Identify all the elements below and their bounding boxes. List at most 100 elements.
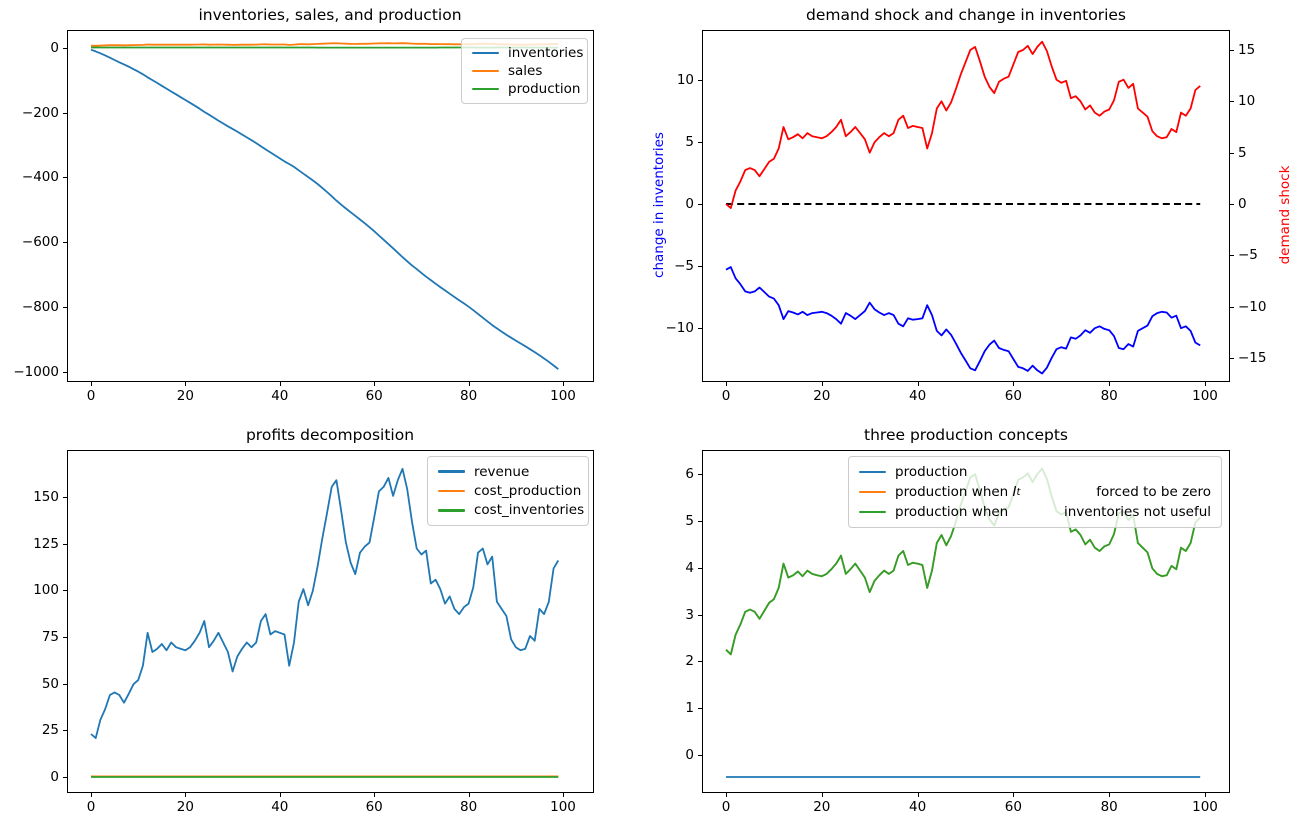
subplot-title-profits-decomposition: profits decomposition [245, 426, 415, 444]
legend-item: revenue [438, 462, 578, 481]
y-tick-mark [63, 730, 67, 732]
x-tick-label: 0 [86, 388, 96, 404]
legend-label: production when [895, 484, 1013, 500]
subplot-title-demand-shock: demand shock and change in inventories [806, 6, 1126, 24]
y-tick-label: 10 [676, 72, 694, 88]
x-tick-label: 40 [271, 799, 289, 815]
y-tick-mark-right [1230, 204, 1234, 205]
y-axis-label-demand-shock: demand shock [1277, 165, 1293, 265]
legend-item: production [472, 80, 581, 98]
axes-top-right [702, 30, 1230, 382]
x-tick-mark [563, 793, 564, 797]
y-tick-mark [63, 777, 67, 778]
legend-item: inventories [472, 44, 583, 62]
y-tick-mark [698, 328, 702, 329]
x-tick-mark [279, 382, 281, 386]
x-tick-mark [1109, 382, 1111, 386]
axes-top-left [67, 30, 594, 382]
y-tick-label: −5 [674, 258, 694, 274]
x-tick-label: 80 [1100, 799, 1118, 815]
legend-label: production [895, 464, 968, 480]
subplot-title-inventories-sales-production: inventories, sales, and production [198, 6, 462, 24]
x-tick-mark [1205, 382, 1206, 386]
x-tick-label: 20 [813, 799, 831, 815]
y-tick-mark [698, 755, 702, 756]
math-symbol-I: I [1012, 484, 1017, 500]
y-tick-mark [63, 496, 67, 498]
y-tick-label: −200 [21, 104, 59, 121]
line-swatch-cost-inventories [438, 509, 465, 512]
y-tick-label: −600 [21, 234, 59, 251]
x-tick-label: 60 [365, 388, 383, 404]
line-swatch-revenue [438, 470, 465, 473]
line-swatch-production-no-inventories [859, 510, 886, 514]
y-tick-label-right: −10 [1238, 298, 1267, 315]
y-tick-label: 5 [685, 134, 694, 150]
y-tick-label-right: −15 [1238, 350, 1267, 367]
y-tick-label: 3 [685, 606, 694, 623]
y-tick-mark [698, 567, 702, 569]
inventories-line [90, 48, 559, 370]
y-tick-mark [63, 590, 67, 592]
y-tick-label: 0 [685, 196, 694, 212]
legend-label: revenue [474, 463, 530, 480]
x-tick-mark [1013, 793, 1015, 797]
axes-bottom-left [67, 450, 594, 793]
legend-item: cost_production [438, 481, 582, 500]
x-tick-mark [374, 382, 376, 386]
y-tick-mark [698, 80, 702, 81]
y-tick-label-right: −5 [1238, 247, 1258, 264]
legend-label: sales [508, 63, 543, 79]
y-tick-mark [63, 112, 67, 114]
y-axis-label-change-in-inventories: change in inventories [651, 132, 667, 278]
demand-shock-line [725, 40, 1201, 210]
y-tick-label: 6 [685, 466, 694, 483]
y-tick-mark-right [1230, 49, 1234, 51]
y-tick-label-right: 0 [1238, 196, 1247, 212]
x-tick-mark [1205, 793, 1206, 797]
x-tick-label: 0 [721, 388, 731, 404]
line-swatch-cost-production [438, 489, 465, 493]
x-tick-label: 20 [813, 388, 831, 404]
y-tick-label: 50 [41, 675, 59, 692]
x-tick-label: 80 [460, 388, 478, 404]
legend-label: forced to be zero [1096, 484, 1211, 500]
x-tick-mark [91, 382, 92, 386]
y-tick-label-right: 5 [1238, 144, 1247, 161]
line-swatch-sales [472, 69, 499, 73]
x-tick-label: 40 [909, 388, 927, 404]
x-tick-label: 100 [1192, 388, 1218, 404]
y-tick-mark [63, 683, 67, 685]
legend-label: production [508, 81, 581, 97]
y-tick-mark-right [1230, 152, 1234, 154]
x-tick-label: 60 [365, 799, 383, 815]
x-tick-label: 0 [721, 799, 731, 815]
x-tick-label: 60 [1004, 799, 1022, 815]
revenue-line [90, 467, 560, 740]
x-tick-mark [91, 793, 92, 797]
legend-label: production when [895, 504, 1009, 520]
y-tick-label: 0 [50, 769, 59, 785]
legend-item: production [859, 462, 1211, 482]
x-tick-label: 60 [1004, 388, 1022, 404]
y-tick-label: −10 [665, 320, 695, 336]
y-tick-label: 25 [41, 722, 59, 739]
y-tick-mark [63, 543, 67, 545]
y-tick-mark-right [1230, 358, 1234, 360]
lines-top-right [725, 40, 1201, 375]
y-tick-label: 125 [33, 535, 59, 552]
x-tick-mark [726, 793, 727, 797]
legend-label: cost_production [474, 482, 582, 499]
x-tick-label: 100 [550, 799, 576, 815]
y-tick-label-right: 15 [1238, 41, 1256, 58]
x-tick-label: 40 [909, 799, 927, 815]
y-tick-mark-right [1230, 101, 1234, 103]
y-tick-label: 100 [33, 582, 59, 599]
legend-profits-decomposition: revenue cost_production cost_inventories [427, 456, 589, 526]
y-tick-label: −800 [21, 298, 59, 315]
y-tick-label: 0 [50, 40, 59, 56]
y-tick-mark [63, 371, 67, 373]
y-tick-mark [698, 474, 702, 476]
